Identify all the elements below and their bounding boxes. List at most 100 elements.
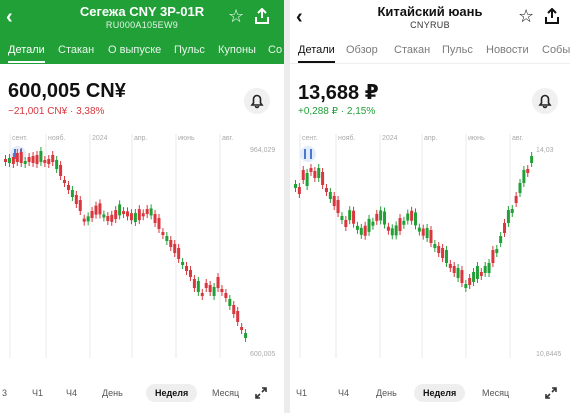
candle <box>122 211 126 215</box>
candle <box>126 211 129 217</box>
candle <box>464 284 468 288</box>
month-label: июнь <box>468 135 485 142</box>
tab-details[interactable]: Детали <box>8 44 45 63</box>
candle <box>321 172 325 185</box>
left-subtitle: RU000A105EW9 <box>105 20 179 30</box>
candle <box>212 287 216 296</box>
candle <box>74 195 78 204</box>
candle <box>86 216 90 222</box>
candle <box>47 159 51 164</box>
candle <box>491 250 495 263</box>
period-day[interactable]: День <box>102 388 123 398</box>
candle <box>63 180 67 183</box>
candle <box>43 160 47 163</box>
candle <box>348 210 352 221</box>
period-h4[interactable]: Ч4 <box>66 388 78 398</box>
candle <box>433 244 437 248</box>
candle <box>220 289 224 292</box>
candle <box>340 216 344 220</box>
candle <box>118 204 122 216</box>
back-arrow-icon[interactable]: ‹ <box>296 6 303 28</box>
left-title-block: Сегежа CNY 3P-01R RU000A105EW9 <box>0 4 284 31</box>
candle <box>78 200 82 211</box>
tab-events[interactable]: Собы <box>542 44 570 56</box>
star-icon[interactable]: ☆ <box>518 6 535 26</box>
right-candle-chart[interactable]: сент. нояб. 2024 апр. июнь авг. 14,03 10,8445 <box>290 128 570 378</box>
candle <box>417 227 421 232</box>
period-week[interactable]: Неделя <box>146 384 198 402</box>
candle <box>448 264 452 268</box>
tab-coupons[interactable]: Купоны <box>218 44 256 56</box>
candle <box>526 169 530 173</box>
candle <box>386 226 390 231</box>
right-subtitle: CNYRUB <box>410 20 450 30</box>
panel-divider <box>284 0 290 413</box>
month-label: 2024 <box>382 135 398 142</box>
period-day[interactable]: День <box>376 388 397 398</box>
axis-top-label: 964,029 <box>250 147 275 154</box>
candle <box>305 173 309 186</box>
candle <box>332 196 336 206</box>
candle <box>165 236 169 241</box>
candle <box>452 266 456 273</box>
right-tabs: Детали Обзор Стакан Пульс Новости Собы <box>290 38 570 64</box>
period-h4[interactable]: Ч4 <box>338 388 350 398</box>
period-h1[interactable]: Ч1 <box>296 388 308 398</box>
tab-pulse[interactable]: Пульс <box>174 44 205 56</box>
candle <box>390 228 394 236</box>
tab-order-book[interactable]: Стакан <box>394 44 431 56</box>
candle <box>27 157 31 162</box>
candle <box>406 213 410 221</box>
month-label: авг. <box>222 135 233 142</box>
tab-details[interactable]: Детали <box>298 44 335 63</box>
candle <box>224 293 228 298</box>
candle <box>169 240 173 247</box>
left-alert-button[interactable] <box>244 88 270 114</box>
candle <box>244 333 248 338</box>
candle <box>204 283 208 288</box>
period-month[interactable]: Месяц <box>482 388 510 398</box>
left-period-selector: 3 Ч1 Ч4 День Неделя Месяц <box>0 383 284 405</box>
candle <box>19 152 23 163</box>
candle <box>421 228 425 236</box>
candle <box>59 165 63 176</box>
candle <box>363 225 367 236</box>
candle <box>208 285 212 292</box>
candle <box>173 244 177 253</box>
period-3[interactable]: 3 <box>2 388 8 398</box>
candle <box>359 227 363 235</box>
candle <box>352 210 356 224</box>
tab-more[interactable]: Со <box>268 44 283 56</box>
candle <box>153 214 157 223</box>
star-icon[interactable]: ☆ <box>228 6 245 26</box>
period-month[interactable]: Месяц <box>212 388 240 398</box>
candle <box>425 228 429 238</box>
expand-icon[interactable] <box>254 386 268 400</box>
candle <box>240 327 244 330</box>
left-panel: ‹ Сегежа CNY 3P-01R RU000A105EW9 ☆ Детал… <box>0 0 284 413</box>
candle <box>15 153 19 162</box>
candle <box>444 250 448 263</box>
tab-overview[interactable]: Обзор <box>346 44 378 56</box>
left-price-change: −21,001 CN¥ · 3,38% <box>8 106 105 117</box>
expand-icon[interactable] <box>544 386 558 400</box>
right-alert-button[interactable] <box>532 88 558 114</box>
left-candle-chart[interactable]: сент. нояб. 2024 апр. июнь авг. 964,029 600,005 <box>0 128 284 378</box>
left-title: Сегежа CNY 3P-01R <box>79 4 205 19</box>
tab-news[interactable]: Новости <box>486 44 529 56</box>
back-arrow-icon[interactable]: ‹ <box>6 6 13 28</box>
tab-pulse[interactable]: Пульс <box>442 44 473 56</box>
candle <box>344 220 348 227</box>
month-label: июнь <box>178 135 195 142</box>
period-h1[interactable]: Ч1 <box>32 388 44 398</box>
tab-order-book[interactable]: Стакан <box>58 44 95 56</box>
candle <box>188 270 192 277</box>
tab-about-issue[interactable]: О выпуске <box>108 44 162 56</box>
share-icon[interactable] <box>254 8 270 24</box>
candle <box>402 220 406 225</box>
period-week[interactable]: Неделя <box>414 384 466 402</box>
candle <box>185 266 189 271</box>
share-icon[interactable] <box>544 8 560 24</box>
candle <box>309 168 313 172</box>
candle <box>514 196 518 203</box>
